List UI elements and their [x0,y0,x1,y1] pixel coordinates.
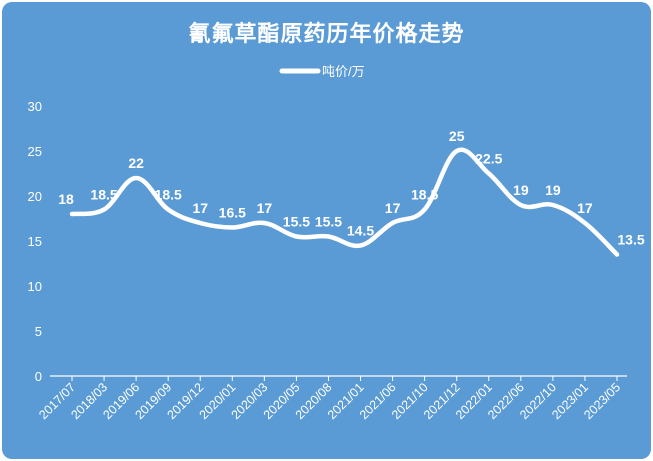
y-tick-label: 10 [28,279,42,294]
data-label: 13.5 [617,232,644,248]
data-label: 22.5 [475,151,502,167]
data-point [70,212,74,216]
data-point [487,172,491,175]
data-point [134,176,138,180]
series-line [69,147,620,257]
chart-title: 氰氟草酯原药历年价格走势 [188,22,465,47]
data-label: 17 [577,200,593,216]
data-label: 18.5 [411,187,438,203]
y-tick-label: 5 [35,324,42,339]
data-label: 18.5 [155,187,182,203]
data-point [198,221,202,225]
data-point [294,235,298,238]
y-axis: 0 5 10 15 20 25 30 [28,99,42,384]
series-line-path [69,147,620,257]
drop-lines [71,151,618,376]
data-label: 17 [257,200,273,216]
data-label: 17 [385,200,401,216]
data-point [583,221,587,225]
data-labels: 18 18.5 22 18.5 17 16.5 17 15.5 15.5 14.5 17 18.5 25… [58,128,645,248]
data-label: 14.5 [347,223,374,239]
x-axis: 2017/072018/032019/062019/092019/122020/… [36,375,627,422]
legend: 吨价/万 [279,64,365,79]
data-label: 19 [513,182,529,198]
data-point [166,208,170,211]
x-tick-label: 2023/05 [581,380,623,422]
data-label: 22 [128,155,144,171]
data-point [455,149,459,153]
data-point [102,208,106,211]
data-point [551,203,555,207]
data-label: 17 [192,200,208,216]
data-label: 15.5 [315,214,342,230]
data-label: 18 [58,191,74,207]
y-tick-label: 15 [28,234,42,249]
y-tick-label: 20 [28,189,42,204]
data-label: 15.5 [283,214,310,230]
data-point [326,235,330,238]
data-point [359,244,363,247]
y-tick-label: 25 [28,144,42,159]
data-point [519,203,523,207]
y-tick-label: 30 [28,99,42,114]
data-point [262,221,266,225]
data-point [391,221,395,225]
data-label: 16.5 [219,205,246,221]
data-point [230,226,234,229]
legend-label: 吨价/万 [322,64,365,79]
data-label: 19 [545,182,561,198]
data-label: 18.5 [90,187,117,203]
y-tick-label: 0 [35,369,42,384]
data-point [615,253,619,256]
data-point [423,208,427,211]
data-label: 25 [449,128,465,144]
